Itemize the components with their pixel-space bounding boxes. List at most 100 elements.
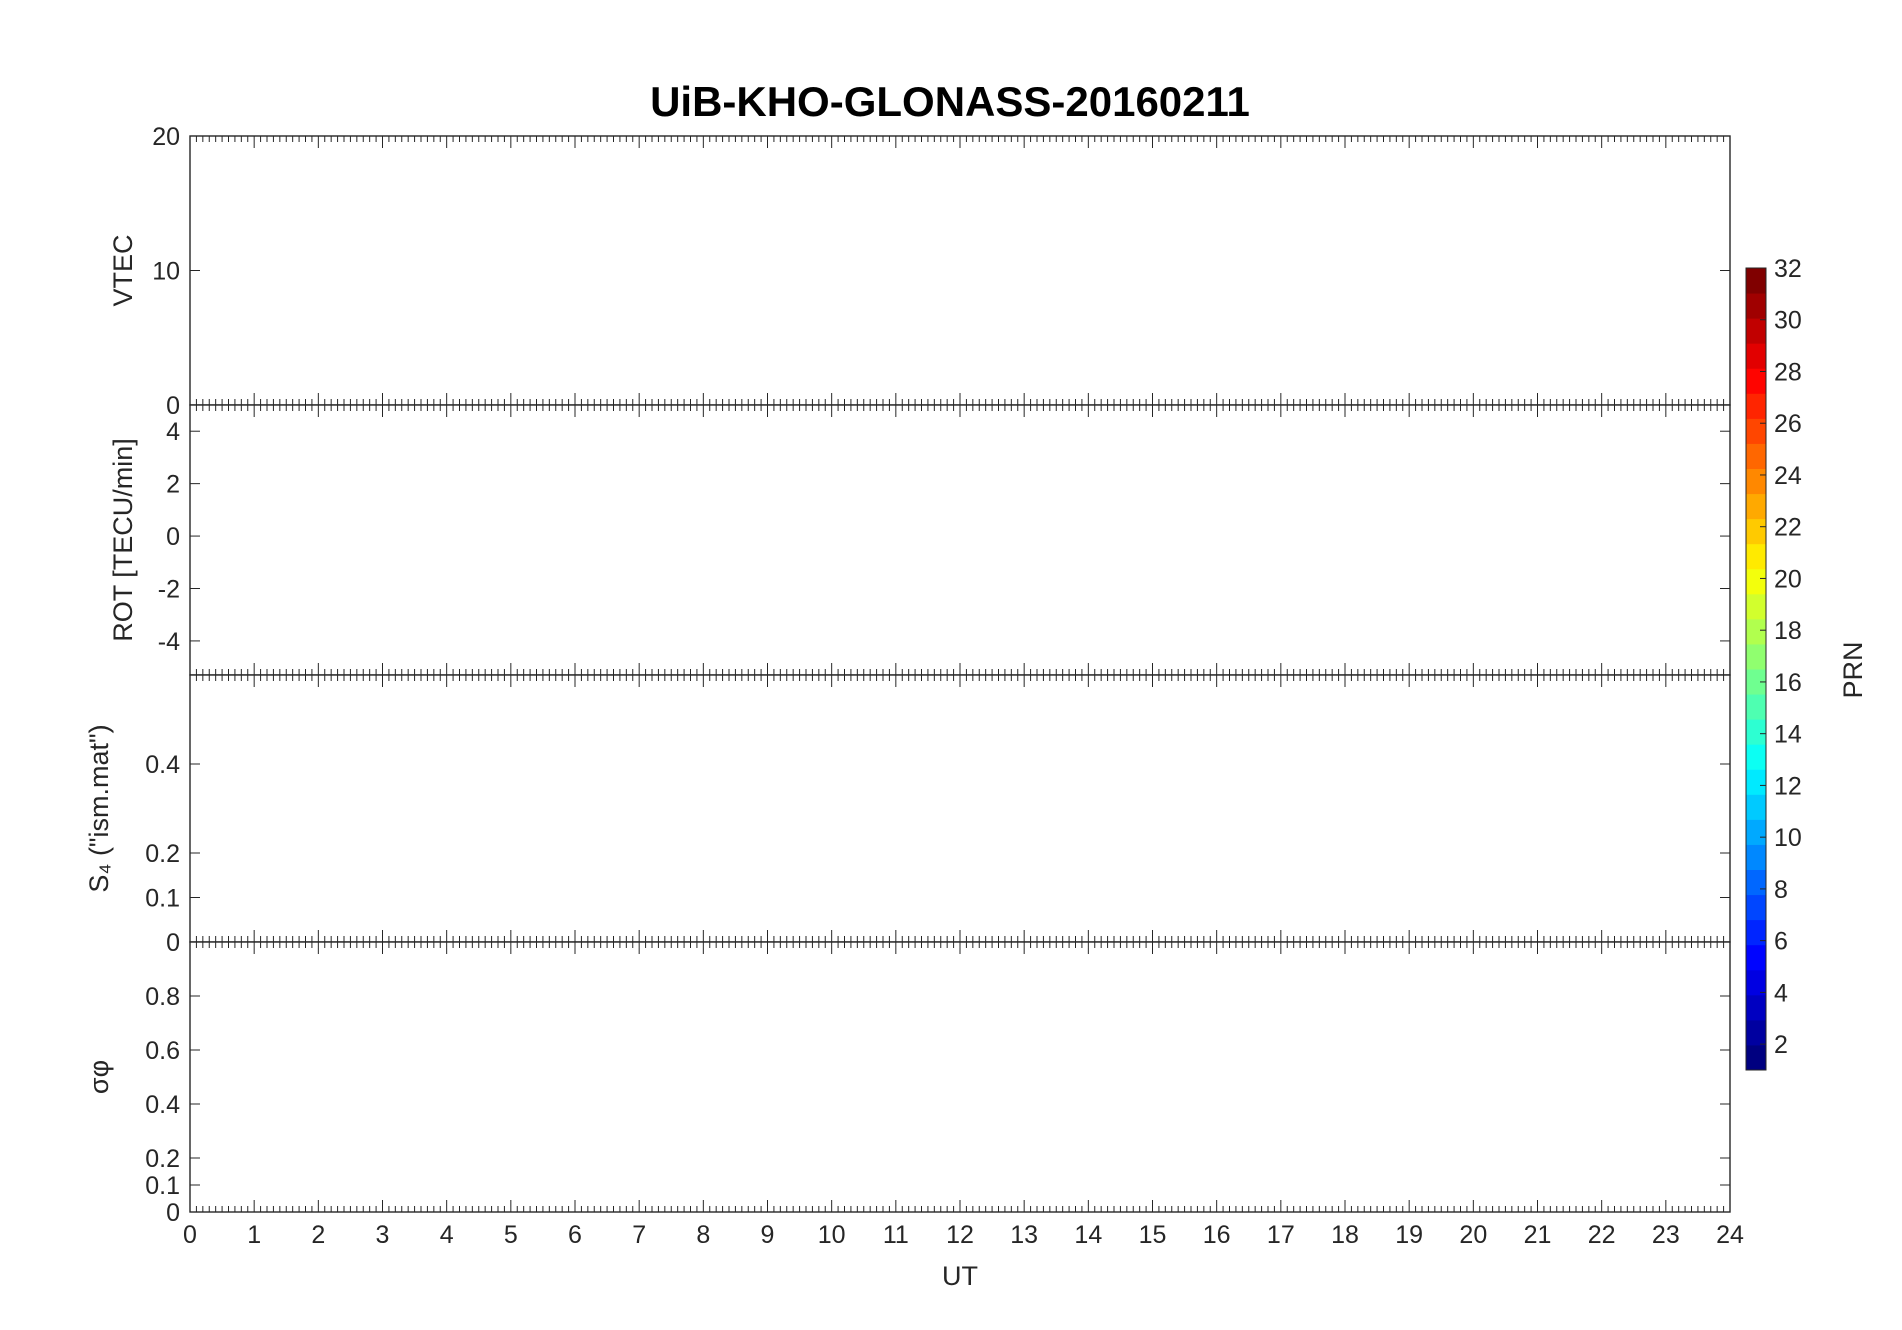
axes-frame <box>189 941 1731 1213</box>
y-tick-label: 0 <box>166 929 180 957</box>
colorbar-tick-label: 4 <box>1774 979 1788 1007</box>
colorbar-swatch <box>1746 819 1766 845</box>
x-tick-label: 16 <box>1203 1221 1231 1249</box>
chart-title: UiB-KHO-GLONASS-20160211 <box>650 78 1250 125</box>
colorbar-tick-label: 8 <box>1774 876 1788 904</box>
y-tick-label: -2 <box>158 575 180 603</box>
x-tick-labels: 0 1 2 3 4 5 6 7 8 9 10 11 12 13 14 15 16 17 18 19 20 21 22 23 24 <box>183 1221 1744 1249</box>
colorbar-tick-label: 16 <box>1774 669 1802 697</box>
colorbar-swatch <box>1746 1019 1766 1046</box>
colorbar-swatch <box>1746 618 1766 645</box>
colorbar-tick-label: 28 <box>1774 358 1802 386</box>
colorbar-swatch <box>1746 794 1766 820</box>
y-axis-label: VTEC <box>108 234 138 306</box>
colorbar-swatch <box>1746 994 1766 1021</box>
y-tick-label: 0 <box>166 392 180 420</box>
colorbar-label: PRN <box>1838 641 1868 698</box>
colorbar-tick-label: 12 <box>1774 772 1802 800</box>
colorbar-swatch <box>1746 744 1766 770</box>
x-tick-label: 8 <box>696 1221 710 1249</box>
x-tick-label: 4 <box>440 1221 454 1249</box>
y-tick-label: 0.2 <box>145 1145 180 1173</box>
colorbar-swatch <box>1746 268 1766 294</box>
colorbar-swatch <box>1746 719 1766 745</box>
x-tick-label: 15 <box>1139 1221 1167 1249</box>
colorbar-tick-label: 24 <box>1774 462 1802 490</box>
x-tick-label: 21 <box>1524 1221 1552 1249</box>
colorbar-tick-label: 14 <box>1774 721 1802 749</box>
y-tick-label: 0 <box>166 1199 180 1227</box>
x-tick-label: 23 <box>1652 1221 1680 1249</box>
colorbar-frame <box>1745 267 1767 1071</box>
y-tick-label: 0 <box>166 523 180 551</box>
y-tick-label: 0.4 <box>145 751 180 779</box>
y-tick-label: 0.6 <box>145 1037 180 1065</box>
panel-2: -4 -2 0 2 4 ROT [TECU/min] <box>108 404 1731 676</box>
y-tick-label: 0.2 <box>145 840 180 868</box>
x-tick-label: 18 <box>1331 1221 1359 1249</box>
colorbar-swatch <box>1746 1044 1766 1071</box>
y-tick-label: 4 <box>166 418 180 446</box>
y-tick-label: 0.8 <box>145 983 180 1011</box>
y-tick-label: 0.1 <box>145 885 180 913</box>
colorbar-swatch <box>1746 869 1766 896</box>
colorbar-swatch <box>1746 368 1766 394</box>
x-tick-label: 20 <box>1459 1221 1487 1249</box>
colorbar-swatch <box>1746 568 1766 595</box>
colorbar-swatch <box>1746 694 1766 720</box>
panel-1: 0 10 20 VTEC <box>108 123 1731 420</box>
y-tick-label: 0.4 <box>145 1091 180 1119</box>
colorbar-swatch <box>1746 543 1766 570</box>
x-axis-label: UT <box>942 1261 978 1291</box>
x-tick-label: 10 <box>818 1221 846 1249</box>
colorbar-swatch <box>1746 343 1766 369</box>
colorbar-tick-label: 2 <box>1774 1031 1788 1059</box>
panel-3: 0 0.1 0.2 0.4 S₄ ("ism.mat") <box>84 674 1731 957</box>
colorbar-tick-label: 10 <box>1774 824 1802 852</box>
colorbar-tick-label: 26 <box>1774 410 1802 438</box>
x-tick-label: 0 <box>183 1221 197 1249</box>
x-tick-label: 1 <box>247 1221 261 1249</box>
colorbar-swatch <box>1746 293 1766 319</box>
colorbar-swatch <box>1746 518 1766 545</box>
x-tick-label: 5 <box>504 1221 518 1249</box>
colorbar-tick-label: 18 <box>1774 617 1802 645</box>
x-tick-label: 22 <box>1588 1221 1616 1249</box>
colorbar-swatch <box>1746 443 1766 469</box>
x-tick-label: 7 <box>632 1221 646 1249</box>
colorbar-swatch <box>1746 969 1766 996</box>
panel-4: 00.10.2 0.4 0.6 0.8 σφ <box>84 941 1731 1227</box>
colorbar-swatch <box>1746 769 1766 795</box>
colorbar-swatch <box>1746 894 1766 921</box>
x-tick-label: 11 <box>883 1221 909 1249</box>
x-tick-label: 12 <box>946 1221 974 1249</box>
y-tick-label: 10 <box>152 258 180 286</box>
colorbar-swatch <box>1746 418 1766 444</box>
y-tick-label: 0.1 <box>145 1172 180 1200</box>
x-tick-label: 24 <box>1716 1221 1744 1249</box>
colorbar-swatch <box>1746 468 1766 495</box>
colorbar-swatch <box>1746 493 1766 520</box>
colorbar-swatch <box>1746 643 1766 670</box>
y-axis-label: ROT [TECU/min] <box>108 438 138 642</box>
y-axis-label: σφ <box>84 1060 114 1094</box>
colorbar-swatch <box>1746 919 1766 946</box>
y-tick-label: -4 <box>158 628 180 656</box>
x-tick-label: 13 <box>1010 1221 1038 1249</box>
colorbar-tick-label: 22 <box>1774 514 1802 542</box>
y-tick-label: 2 <box>166 471 180 499</box>
colorbar-swatch <box>1746 593 1766 620</box>
x-tick-label: 3 <box>376 1221 390 1249</box>
x-tick-label: 2 <box>311 1221 325 1249</box>
x-tick-label: 19 <box>1395 1221 1423 1249</box>
colorbar-tick-label: 32 <box>1774 255 1802 283</box>
colorbar-tick-label: 20 <box>1774 565 1802 593</box>
colorbar-tick-label: 6 <box>1774 928 1788 956</box>
colorbar-tick-label: 30 <box>1774 307 1802 335</box>
x-tick-label: 9 <box>761 1221 775 1249</box>
x-tick-label: 6 <box>568 1221 582 1249</box>
axes-frame <box>189 135 1731 406</box>
